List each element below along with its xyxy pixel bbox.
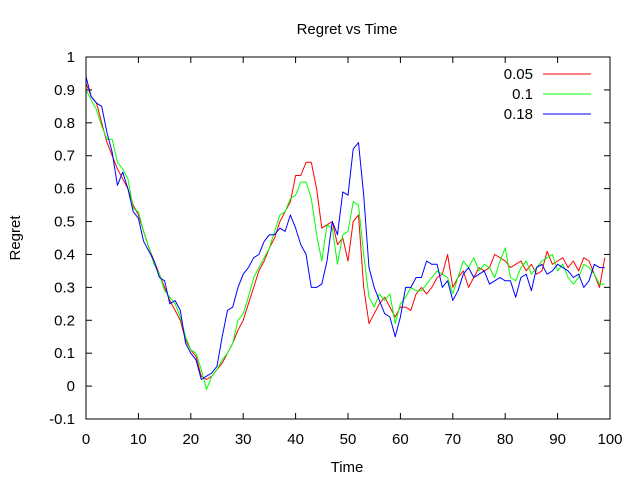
x-tick-label: 0 [82, 431, 90, 448]
x-tick-label: 20 [182, 431, 199, 448]
y-axis-ticks: -0.1 0 0.1 0.2 0.3 0.4 0.5 0.6 0.7 0.8 0.9 1 [49, 49, 610, 428]
x-tick-label: 60 [392, 431, 409, 448]
y-tick-label: 1 [67, 49, 75, 66]
series-line-0-18 [85, 76, 605, 380]
y-tick-label: 0.5 [54, 214, 75, 231]
legend-label: 0.05 [504, 66, 533, 83]
y-tick-label: -0.1 [49, 411, 75, 428]
x-tick-label: 10 [130, 431, 147, 448]
x-tick-label: 50 [340, 431, 357, 448]
plot-frame [85, 56, 611, 420]
y-tick-label: 0.3 [54, 279, 75, 296]
series-layer [85, 76, 606, 390]
x-axis-ticks: 0 10 20 30 40 50 60 70 80 90 100 [82, 57, 623, 448]
legend: 0.05 0.1 0.18 [504, 66, 591, 123]
x-tick-label: 30 [235, 431, 252, 448]
y-tick-label: 0.6 [54, 181, 75, 198]
legend-label: 0.18 [504, 106, 533, 123]
y-tick-label: 0.8 [54, 115, 75, 132]
y-tick-label: 0.1 [54, 345, 75, 362]
x-axis-label: Time [331, 459, 364, 476]
x-tick-label: 70 [444, 431, 461, 448]
y-tick-label: 0.9 [54, 82, 75, 99]
y-tick-label: 0 [67, 378, 75, 395]
x-tick-label: 100 [597, 431, 622, 448]
x-tick-label: 90 [549, 431, 566, 448]
y-tick-label: 0.7 [54, 148, 75, 165]
x-tick-label: 40 [287, 431, 304, 448]
x-tick-label: 80 [497, 431, 514, 448]
legend-label: 0.1 [512, 86, 533, 103]
series-line-0-05 [85, 83, 606, 380]
y-tick-label: 0.4 [54, 246, 75, 263]
y-tick-label: 0.2 [54, 312, 75, 329]
y-axis-label: Regret [7, 215, 24, 261]
chart-title: Regret vs Time [297, 21, 398, 38]
series-line-0-1 [85, 89, 605, 390]
